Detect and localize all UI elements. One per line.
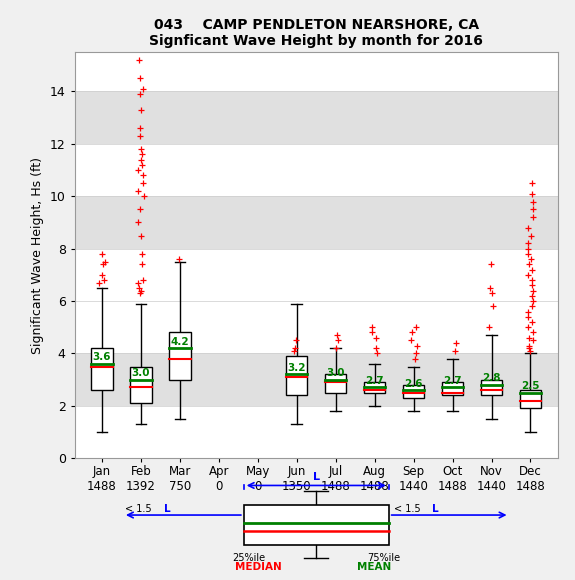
- Text: < 1.5: < 1.5: [125, 504, 155, 514]
- Text: L: L: [164, 504, 171, 514]
- Bar: [75, 353, 558, 406]
- Text: 2.6: 2.6: [404, 379, 423, 389]
- Bar: [244, 505, 389, 545]
- Bar: [75, 196, 558, 249]
- Text: < 1.5: < 1.5: [393, 504, 423, 514]
- Text: MEAN: MEAN: [357, 563, 392, 572]
- Text: 3.0: 3.0: [327, 368, 345, 378]
- Bar: [325, 374, 347, 393]
- Text: 2.5: 2.5: [521, 381, 540, 391]
- Bar: [75, 249, 558, 301]
- Text: L: L: [432, 504, 439, 514]
- Bar: [75, 301, 558, 353]
- Bar: [481, 380, 502, 396]
- Bar: [364, 382, 385, 393]
- Bar: [520, 390, 541, 408]
- Bar: [442, 382, 463, 396]
- Text: 25%ile: 25%ile: [232, 553, 265, 563]
- Text: 3.0: 3.0: [132, 368, 150, 378]
- Text: 3.6: 3.6: [93, 352, 112, 362]
- Text: 4.2: 4.2: [171, 336, 189, 347]
- Bar: [91, 348, 113, 390]
- Bar: [286, 356, 308, 396]
- Bar: [403, 385, 424, 398]
- Bar: [75, 406, 558, 458]
- Text: 2.7: 2.7: [443, 376, 462, 386]
- Bar: [169, 332, 191, 380]
- Text: 3.2: 3.2: [288, 363, 306, 373]
- Bar: [75, 92, 558, 144]
- Text: 2.7: 2.7: [365, 376, 384, 386]
- Text: MEDIAN: MEDIAN: [235, 563, 282, 572]
- Text: 75%ile: 75%ile: [367, 553, 400, 563]
- Bar: [75, 144, 558, 196]
- Text: L: L: [313, 472, 320, 481]
- Bar: [131, 367, 152, 403]
- Bar: [75, 52, 558, 92]
- Text: 2.8: 2.8: [482, 374, 501, 383]
- Y-axis label: Significant Wave Height, Hs (ft): Significant Wave Height, Hs (ft): [31, 157, 44, 354]
- Title: 043    CAMP PENDLETON NEARSHORE, CA
Signficant Wave Height by month for 2016: 043 CAMP PENDLETON NEARSHORE, CA Signfic…: [150, 18, 483, 48]
